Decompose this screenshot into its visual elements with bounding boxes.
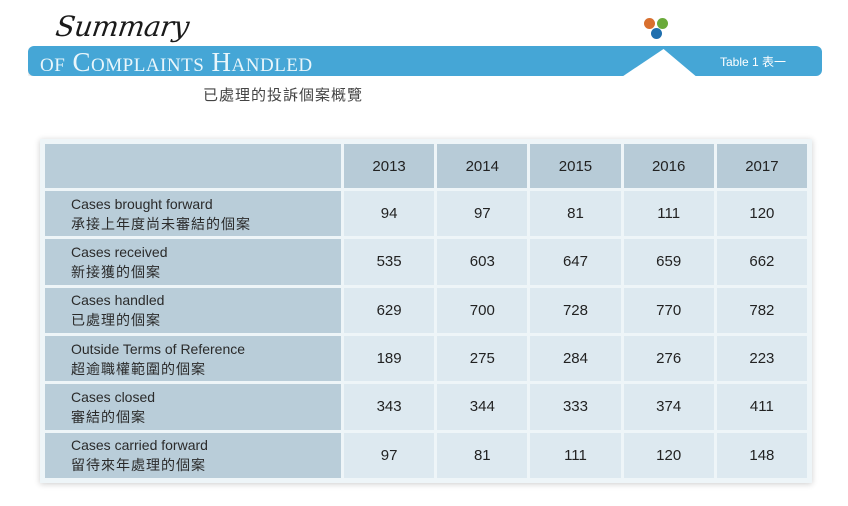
table-cell: 97 bbox=[344, 432, 435, 478]
row-label: Outside Terms of Reference 超逾職權範圍的個案 bbox=[45, 335, 341, 382]
banner-title: of Complaints Handled bbox=[40, 47, 313, 77]
table-cell: 662 bbox=[716, 239, 807, 285]
table-cell: 728 bbox=[530, 287, 621, 333]
green-dot-icon bbox=[657, 18, 668, 29]
row-label: Cases closed 審結的個案 bbox=[45, 384, 341, 430]
script-title: Summary bbox=[53, 10, 192, 43]
table-cell: 629 bbox=[344, 287, 435, 333]
table-cell: 284 bbox=[530, 335, 621, 382]
table-cell: 111 bbox=[623, 191, 714, 237]
column-header: 2016 bbox=[623, 144, 714, 188]
title-banner bbox=[28, 46, 668, 76]
row-label-zh: 承接上年度尚未審結的個案 bbox=[71, 215, 251, 232]
column-header: 2017 bbox=[716, 144, 807, 188]
row-label-en: Cases carried forward bbox=[71, 437, 208, 454]
table-row: Outside Terms of Reference 超逾職權範圍的個案 189 … bbox=[45, 335, 807, 382]
table-cell: 111 bbox=[530, 432, 621, 478]
summary-table: 2013 2014 2015 2016 2017 Cases brought f… bbox=[42, 141, 810, 481]
table-row: Cases brought forward 承接上年度尚未審結的個案 94 97 … bbox=[45, 191, 807, 237]
column-header: 2014 bbox=[437, 144, 528, 188]
table-cell: 770 bbox=[623, 287, 714, 333]
table-cell: 81 bbox=[437, 432, 528, 478]
table-cell: 276 bbox=[623, 335, 714, 382]
column-header: 2013 bbox=[344, 144, 435, 188]
row-label-en: Cases brought forward bbox=[71, 195, 213, 212]
row-label: Cases received 新接獲的個案 bbox=[45, 239, 341, 285]
row-label-en: Cases closed bbox=[71, 388, 156, 405]
table-cell: 97 bbox=[437, 191, 528, 237]
subtitle-zh: 已處理的投訴個案概覽 bbox=[203, 87, 364, 104]
table-cell: 374 bbox=[623, 384, 714, 430]
table-cell: 411 bbox=[716, 384, 807, 430]
table-cell: 659 bbox=[623, 239, 714, 285]
table-cell: 275 bbox=[437, 335, 528, 382]
table-cell: 647 bbox=[530, 239, 621, 285]
row-label: Cases brought forward 承接上年度尚未審結的個案 bbox=[45, 191, 341, 237]
table-cell: 120 bbox=[716, 191, 807, 237]
table-cell: 189 bbox=[344, 335, 435, 382]
table-cell: 535 bbox=[344, 239, 435, 285]
orange-dot-icon bbox=[644, 18, 655, 29]
row-label-zh: 新接獲的個案 bbox=[71, 263, 161, 280]
table-cell: 782 bbox=[716, 287, 807, 333]
table-cell: 344 bbox=[437, 384, 528, 430]
logo-dots-icon bbox=[644, 18, 674, 46]
table-cell: 603 bbox=[437, 239, 528, 285]
column-header: 2015 bbox=[530, 144, 621, 188]
table-cell: 148 bbox=[716, 432, 807, 478]
row-label: Cases handled 已處理的個案 bbox=[45, 287, 341, 333]
table-cell: 333 bbox=[530, 384, 621, 430]
row-label-zh: 已處理的個案 bbox=[71, 312, 161, 329]
table-cell: 223 bbox=[716, 335, 807, 382]
table-cell: 94 bbox=[344, 191, 435, 237]
header-row: 2013 2014 2015 2016 2017 bbox=[45, 144, 807, 188]
header-blank-cell bbox=[45, 144, 341, 188]
row-label-zh: 留待來年處理的個案 bbox=[71, 457, 206, 474]
row-label-en: Outside Terms of Reference bbox=[71, 340, 246, 357]
row-label-zh: 超逾職權範圍的個案 bbox=[71, 360, 206, 377]
table-cell: 343 bbox=[344, 384, 435, 430]
table-cell: 81 bbox=[530, 191, 621, 237]
row-label: Cases carried forward 留待來年處理的個案 bbox=[45, 432, 341, 478]
summary-table-container: 2013 2014 2015 2016 2017 Cases brought f… bbox=[40, 139, 812, 483]
table-row: Cases handled 已處理的個案 629 700 728 770 782 bbox=[45, 287, 807, 333]
row-label-zh: 審結的個案 bbox=[71, 408, 146, 425]
table-tag: Table 1 表一 bbox=[720, 55, 787, 69]
table-row: Cases closed 審結的個案 343 344 333 374 411 bbox=[45, 384, 807, 430]
row-label-en: Cases handled bbox=[71, 292, 165, 309]
row-label-en: Cases received bbox=[71, 243, 168, 260]
table-cell: 120 bbox=[623, 432, 714, 478]
table-row: Cases carried forward 留待來年處理的個案 97 81 111… bbox=[45, 432, 807, 478]
table-cell: 700 bbox=[437, 287, 528, 333]
table-row: Cases received 新接獲的個案 535 603 647 659 662 bbox=[45, 239, 807, 285]
blue-dot-icon bbox=[651, 28, 662, 39]
